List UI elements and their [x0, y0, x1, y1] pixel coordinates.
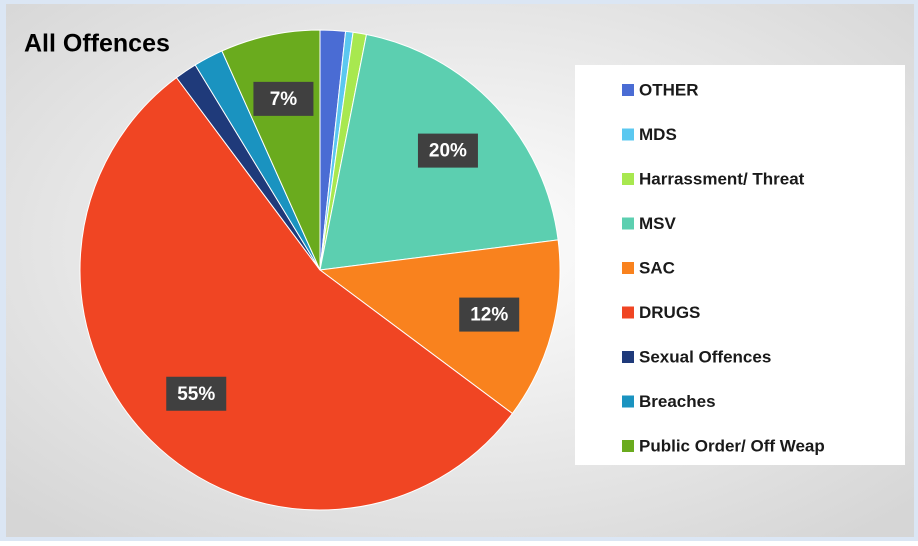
chart-title: All Offences	[24, 30, 170, 58]
legend-label: Breaches	[639, 392, 716, 411]
legend-swatch	[622, 351, 634, 363]
legend-label: MDS	[639, 125, 677, 144]
data-label: 12%	[470, 305, 508, 326]
data-label-box	[166, 376, 227, 411]
legend-label: Public Order/ Off Weap	[639, 436, 825, 455]
data-label: 7%	[270, 89, 298, 110]
legend-swatch	[622, 173, 634, 185]
legend-swatch	[622, 440, 634, 452]
legend-swatch	[622, 262, 634, 274]
legend-swatch	[622, 217, 634, 230]
pie-slice	[318, 239, 561, 415]
data-label-box	[459, 297, 520, 332]
data-label-box	[417, 133, 478, 168]
legend-label: Harrassment/ Threat	[639, 169, 805, 188]
legend-label: MSV	[639, 214, 677, 233]
legend-swatch	[622, 306, 634, 319]
legend-label: OTHER	[639, 80, 699, 99]
legend-label: Sexual Offences	[639, 347, 771, 366]
data-label: 20%	[429, 141, 467, 162]
data-label: 55%	[177, 384, 215, 405]
legend-swatch	[622, 128, 634, 141]
legend-swatch	[622, 84, 634, 96]
legend-swatch	[622, 395, 634, 408]
legend-label: DRUGS	[639, 303, 700, 322]
data-label-box	[253, 81, 314, 116]
legend-label: SAC	[639, 258, 675, 277]
